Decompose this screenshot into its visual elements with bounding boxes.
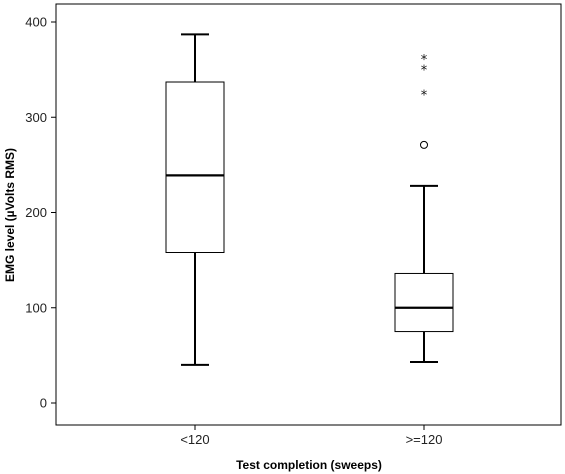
- y-tick-label: 300: [25, 110, 47, 125]
- iqr-box: [165, 81, 225, 254]
- y-tick-label: 0: [40, 396, 47, 411]
- y-tick-label: 100: [25, 300, 47, 315]
- extreme-point: *: [421, 88, 428, 103]
- y-tick-label: 200: [25, 205, 47, 220]
- x-tick-label: >=120: [406, 432, 443, 447]
- y-tick-label: 400: [25, 15, 47, 30]
- box-group: ***: [394, 53, 454, 364]
- extreme-point: *: [421, 53, 428, 68]
- x-axis-title: Test completion (sweeps): [236, 458, 382, 472]
- box-group: [165, 33, 225, 366]
- boxes: ***: [165, 33, 454, 366]
- outlier-point: [420, 140, 428, 149]
- x-axis: <120 >=120: [180, 425, 442, 447]
- extreme-point: *: [421, 64, 428, 79]
- y-axis: 0 100 200 300 400: [25, 15, 56, 411]
- y-axis-title: EMG level (µVolts RMS): [3, 148, 17, 282]
- x-tick-label: <120: [180, 432, 209, 447]
- iqr-box: [394, 272, 454, 333]
- plot-frame: [55, 3, 562, 426]
